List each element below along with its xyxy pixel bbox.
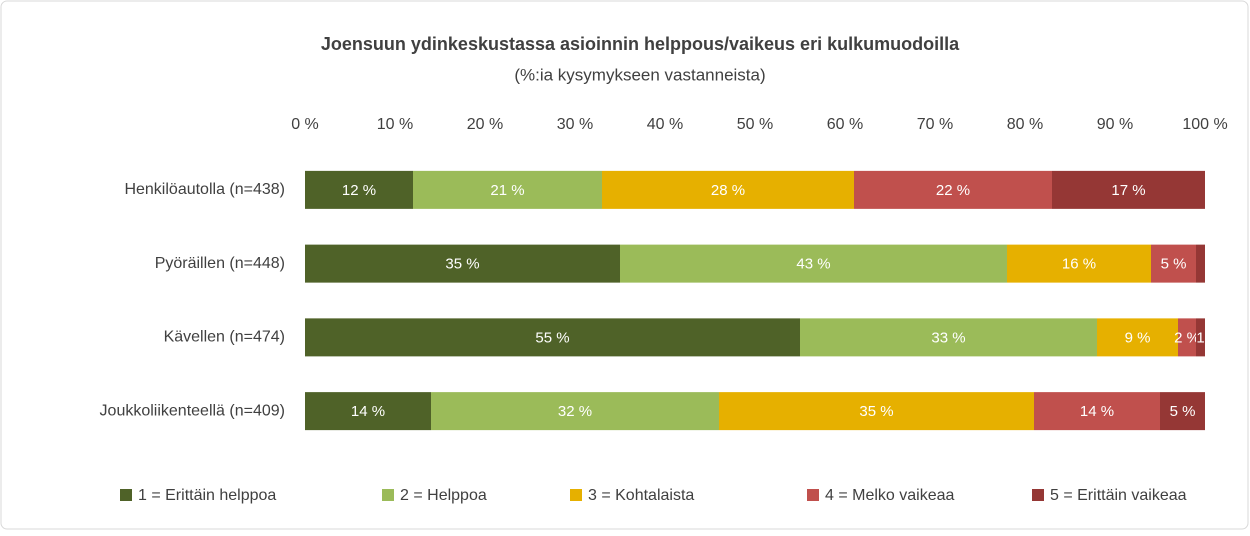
x-tick-label: 60 % <box>827 116 863 133</box>
bar-segment <box>1196 244 1205 283</box>
bar-segment <box>602 170 854 209</box>
legend-swatch <box>1032 489 1044 501</box>
data-label: 32 % <box>558 403 592 420</box>
data-label: 9 % <box>1125 329 1151 346</box>
chart-subtitle: (%:ia kysymykseen vastanneista) <box>514 65 765 84</box>
bar-segment <box>305 170 413 209</box>
legend-label: 4 = Melko vaikeaa <box>825 487 955 504</box>
bar-segment <box>1196 318 1205 357</box>
x-tick-label: 70 % <box>917 116 953 133</box>
data-label: 16 % <box>1062 256 1096 273</box>
bar-segment <box>1160 392 1205 431</box>
data-label: 28 % <box>711 182 745 199</box>
data-label: 5 % <box>1170 403 1196 420</box>
y-tick-label: Pyöräillen (n=448) <box>155 255 285 272</box>
bar-segment <box>305 318 800 357</box>
bar-segment <box>800 318 1097 357</box>
x-tick-label: 90 % <box>1097 116 1133 133</box>
legend-swatch <box>120 489 132 501</box>
data-label: 33 % <box>931 329 965 346</box>
x-tick-label: 30 % <box>557 116 593 133</box>
data-label: 55 % <box>535 329 569 346</box>
legend-label: 5 = Erittäin vaikeaa <box>1050 487 1187 504</box>
bar-segment <box>1007 244 1151 283</box>
bar-segment <box>1034 392 1160 431</box>
chart-title: Joensuun ydinkeskustassa asioinnin helpp… <box>321 34 960 54</box>
data-label: 35 % <box>859 403 893 420</box>
data-label: 1 <box>1196 329 1204 346</box>
legend-label: 3 = Kohtalaista <box>588 487 694 504</box>
data-label: 14 % <box>1080 403 1114 420</box>
bar-segment <box>413 170 602 209</box>
legend-label: 2 = Helppoa <box>400 487 487 504</box>
bar-segment <box>1178 318 1196 357</box>
data-label: 43 % <box>796 256 830 273</box>
legend-label: 1 = Erittäin helppoa <box>138 487 276 504</box>
bar-segment <box>854 170 1052 209</box>
x-tick-label: 50 % <box>737 116 773 133</box>
x-tick-label: 40 % <box>647 116 683 133</box>
y-tick-label: Joukkoliikenteellä (n=409) <box>100 402 285 419</box>
data-label: 21 % <box>490 182 524 199</box>
data-label: 35 % <box>445 256 479 273</box>
bar-segment <box>431 392 719 431</box>
bar-segment <box>305 244 620 283</box>
data-label: 2 % <box>1174 329 1200 346</box>
y-tick-label: Kävellen (n=474) <box>164 329 285 346</box>
bar-segment <box>1151 244 1196 283</box>
bar-segment <box>1052 170 1205 209</box>
legend-swatch <box>807 489 819 501</box>
data-label: 17 % <box>1111 182 1145 199</box>
bar-segment <box>620 244 1007 283</box>
bar-segment <box>305 392 431 431</box>
x-tick-label: 10 % <box>377 116 413 133</box>
bar-segment <box>1097 318 1178 357</box>
x-tick-label: 80 % <box>1007 116 1043 133</box>
legend-swatch <box>382 489 394 501</box>
data-label: 5 % <box>1161 256 1187 273</box>
x-tick-label: 0 % <box>291 116 319 133</box>
data-label: 14 % <box>351 403 385 420</box>
y-tick-label: Henkilöautolla (n=438) <box>124 181 285 198</box>
bar-segment <box>719 392 1034 431</box>
legend-swatch <box>570 489 582 501</box>
x-tick-label: 100 % <box>1182 116 1227 133</box>
x-tick-label: 20 % <box>467 116 503 133</box>
data-label: 12 % <box>342 182 376 199</box>
data-label: 22 % <box>936 182 970 199</box>
